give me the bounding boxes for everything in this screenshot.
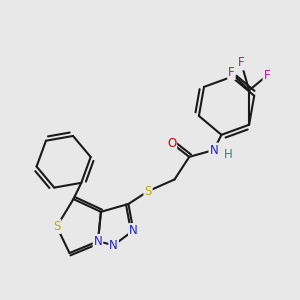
Text: S: S	[53, 220, 60, 233]
Text: N: N	[209, 143, 218, 157]
Text: N: N	[129, 224, 138, 237]
Text: S: S	[144, 185, 152, 198]
Text: N: N	[94, 235, 102, 248]
Text: F: F	[263, 69, 270, 82]
Text: F: F	[228, 66, 235, 79]
Text: N: N	[109, 239, 118, 252]
Text: O: O	[167, 136, 176, 150]
Text: F: F	[238, 56, 244, 69]
Text: H: H	[224, 148, 232, 161]
